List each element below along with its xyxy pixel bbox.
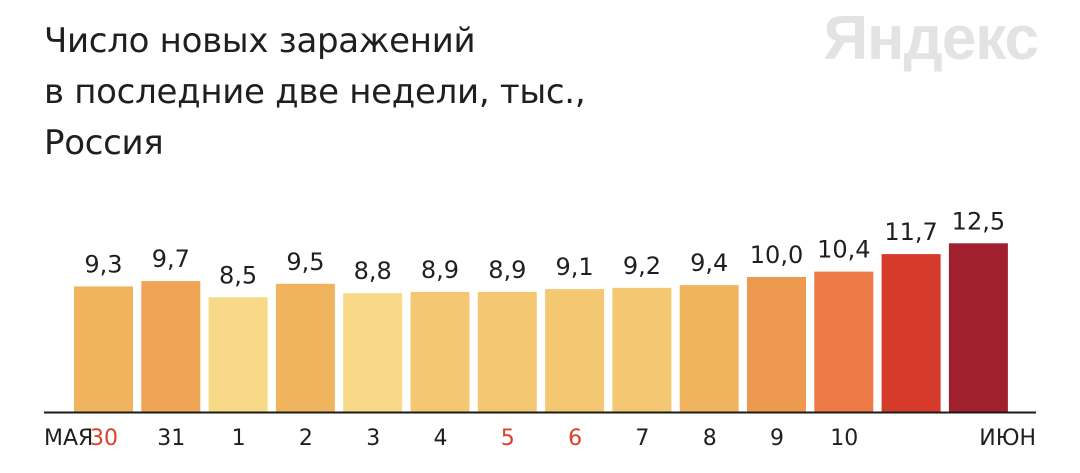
x-tick-label-13: ИЮН — [979, 426, 1036, 451]
chart-title-line-3: Россия — [44, 123, 164, 163]
bar-value-label-12: 11,7 — [884, 218, 937, 246]
value-labels-layer: 9,3 9,7 8,5 9,5 8,8 8,9 8,9 9,1 9,2 9,4 10,0 10,4 11… — [84, 207, 1005, 289]
bar-6 — [477, 291, 537, 413]
x-tick-label-7: 5 — [501, 426, 515, 451]
x-tick-label-9: 7 — [635, 426, 649, 451]
bar-value-label-11: 10,4 — [817, 236, 870, 264]
bar-value-label-9: 9,4 — [690, 249, 728, 277]
bar-13 — [948, 243, 1008, 413]
x-tick-label-3: 1 — [232, 426, 246, 451]
chart-title-line-1: Число новых заражений — [44, 21, 476, 61]
x-tick-label-6: 4 — [434, 426, 448, 451]
yandex-logo: Яндекс — [823, 4, 1039, 73]
bar-2 — [208, 297, 268, 413]
bar-value-label-0: 9,3 — [84, 250, 122, 278]
bars-layer — [74, 243, 1008, 413]
bar-1 — [141, 281, 201, 412]
bar-3 — [275, 283, 335, 413]
bar-value-label-5: 8,9 — [421, 256, 459, 284]
bar-value-label-8: 9,2 — [623, 252, 661, 280]
bar-10 — [747, 277, 806, 412]
x-tick-label-11: 9 — [770, 426, 784, 451]
x-tick-label-10: 8 — [703, 426, 717, 451]
bar-value-label-3: 9,5 — [286, 248, 324, 276]
bar-8 — [612, 287, 672, 412]
x-tick-label-5: 3 — [366, 426, 380, 451]
x-tick-label-0: МАЯ — [44, 426, 93, 451]
x-tick-label-4: 2 — [299, 426, 313, 451]
bar-0 — [74, 286, 133, 412]
chart-title-line-2: в последние две недели, тыс., — [44, 72, 586, 112]
bar-value-label-7: 9,1 — [556, 253, 594, 281]
chart-title: Число новых заражений в последние две не… — [44, 16, 744, 169]
bar-value-label-1: 9,7 — [152, 245, 190, 273]
bar-value-label-10: 10,0 — [750, 241, 803, 269]
x-tick-label-2: 31 — [157, 426, 185, 451]
bar-12 — [881, 254, 941, 412]
bar-4 — [343, 293, 403, 412]
bar-value-label-2: 8,5 — [219, 261, 257, 289]
x-tick-label-8: 6 — [568, 426, 582, 451]
bar-11 — [814, 271, 874, 412]
bar-7 — [545, 289, 605, 412]
bar-value-label-6: 8,9 — [488, 256, 526, 284]
bar-9 — [679, 285, 739, 412]
bar-5 — [410, 291, 470, 413]
x-tick-label-1: 30 — [90, 426, 118, 451]
bar-value-label-4: 8,8 — [354, 257, 392, 285]
x-tick-label-12: 10 — [830, 426, 858, 451]
bar-value-label-13: 12,5 — [952, 207, 1005, 235]
